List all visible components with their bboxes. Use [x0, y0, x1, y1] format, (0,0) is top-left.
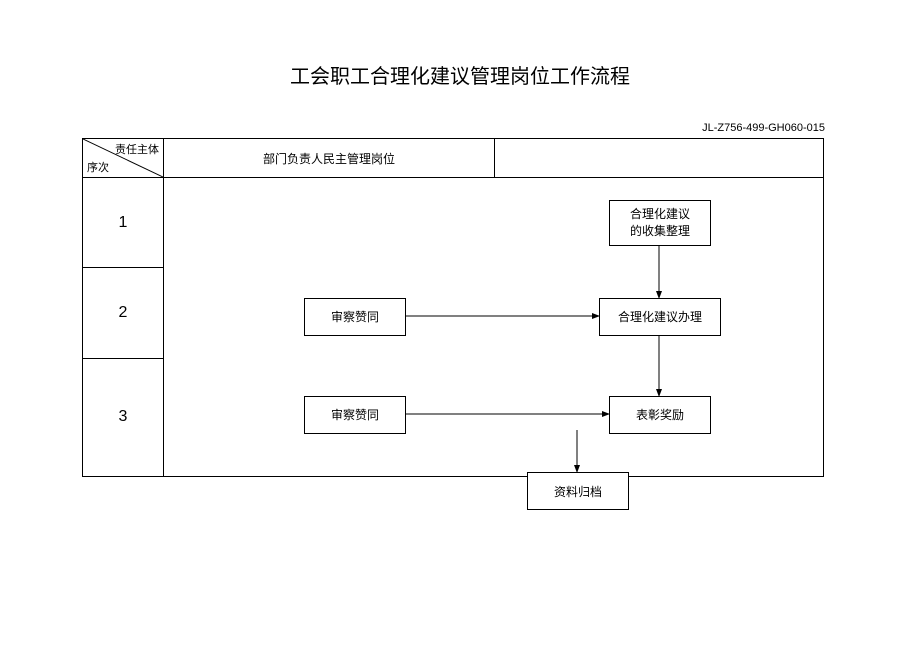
table-header-row: 责任主体 序次 部门负责人民主管理岗位 [83, 139, 823, 178]
header-sequence-label: 序次 [87, 159, 109, 175]
flow-node: 合理化建议的收集整理 [609, 200, 711, 246]
header-right-cell [495, 139, 823, 177]
page-title: 工会职工合理化建议管理岗位工作流程 [0, 0, 920, 99]
archive-node: 资料归档 [527, 472, 629, 510]
sequence-cell: 1 [83, 178, 163, 268]
flow-node: 表彰奖励 [609, 396, 711, 434]
flow-area: 合理化建议的收集整理审察赞同合理化建议办理审察赞同表彰奖励 [164, 178, 823, 476]
sequence-column: 123 [83, 178, 164, 476]
document-code: JL-Z756-499-GH060-015 [702, 122, 825, 134]
header-diagonal-cell: 责任主体 序次 [83, 139, 164, 177]
sequence-cell: 3 [83, 359, 163, 476]
flow-table: 责任主体 序次 部门负责人民主管理岗位 123 合理化建议的收集整理审察赞同合理… [82, 138, 824, 477]
flow-node: 合理化建议办理 [599, 298, 721, 336]
sequence-cell: 2 [83, 268, 163, 358]
flow-node: 审察赞同 [304, 396, 406, 434]
header-mid-label: 部门负责人民主管理岗位 [164, 139, 495, 177]
flow-connectors [164, 178, 823, 476]
header-responsibility-label: 责任主体 [115, 141, 159, 157]
table-body: 123 合理化建议的收集整理审察赞同合理化建议办理审察赞同表彰奖励 [83, 178, 823, 476]
flow-node: 审察赞同 [304, 298, 406, 336]
